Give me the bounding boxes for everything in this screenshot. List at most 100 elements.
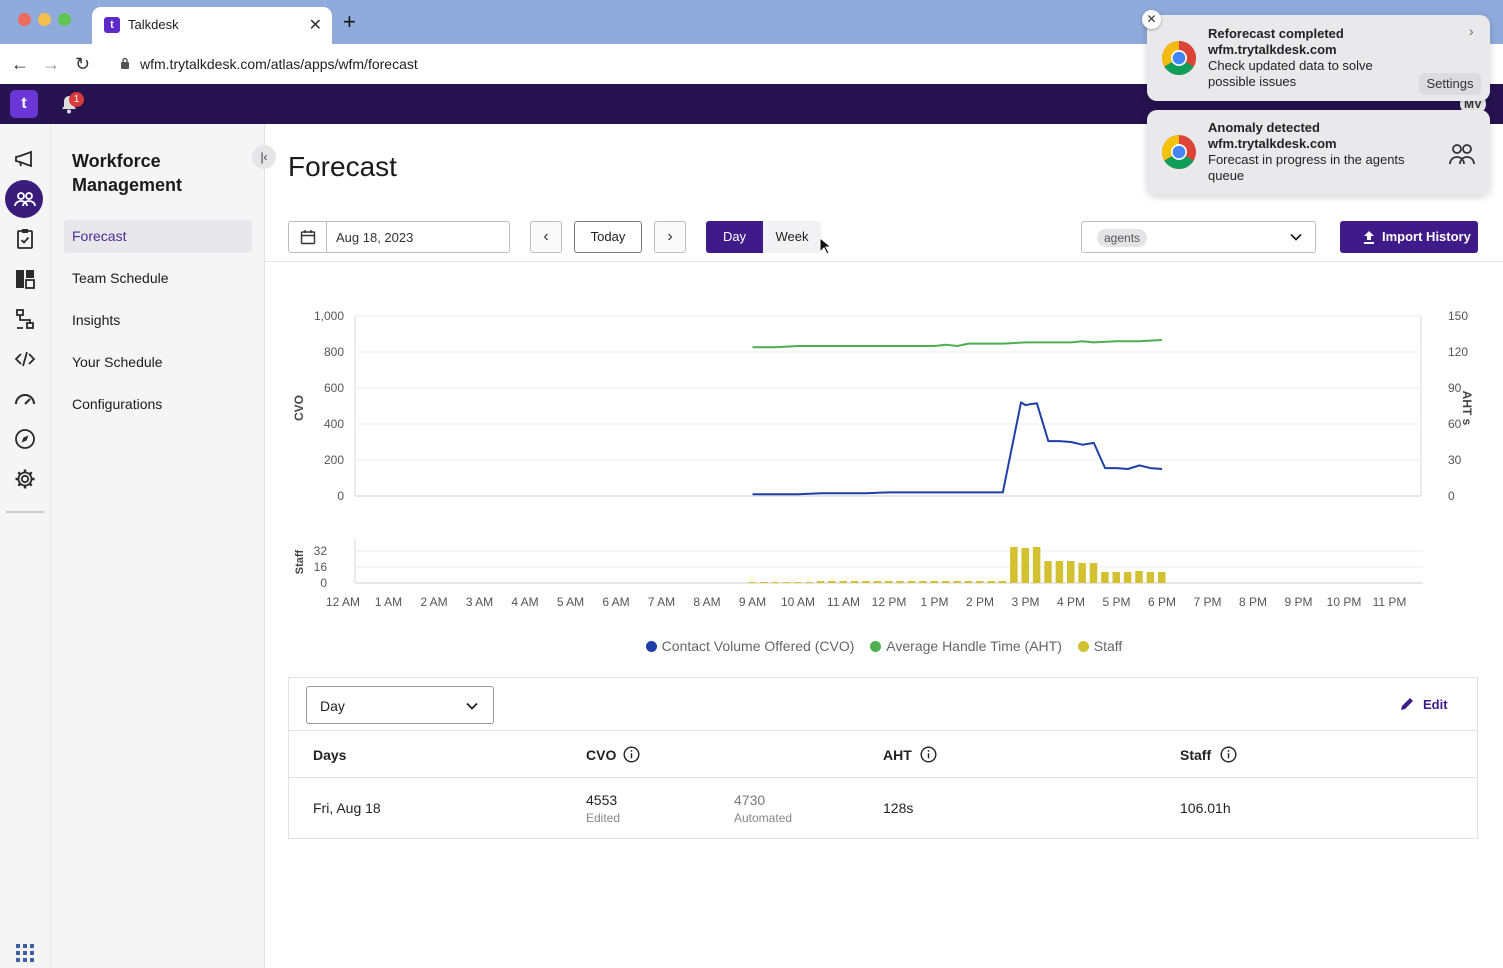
row-cvo-automated: 4730 [734, 792, 766, 808]
x-tick-label: 2 PM [966, 595, 994, 609]
row-cvo-automated-label: Automated [734, 811, 793, 825]
new-tab-icon[interactable]: + [343, 9, 356, 34]
notification-anomaly[interactable]: Anomaly detected wfm.trytalkdesk.com For… [1147, 110, 1490, 195]
megaphone-icon[interactable] [13, 147, 37, 171]
notification-settings-button[interactable]: Settings [1419, 73, 1481, 95]
staff-bar [941, 581, 950, 583]
sidebar-item-configurations[interactable]: Configurations [72, 396, 163, 412]
staff-tick-label: 32 [314, 544, 328, 558]
staff-bar [1055, 561, 1064, 583]
date-picker[interactable]: Aug 18, 2023 [288, 221, 510, 253]
controls-divider [265, 261, 1503, 262]
sidebar-item-team-schedule[interactable]: Team Schedule [72, 270, 169, 286]
staff-bar [873, 581, 882, 583]
queue-chip: agents [1097, 229, 1148, 247]
legend-item-staff[interactable]: Staff [1077, 638, 1122, 654]
x-tick-label: 9 AM [739, 595, 766, 609]
view-week-button[interactable]: Week [763, 221, 821, 253]
speedometer-icon[interactable] [13, 387, 37, 411]
x-tick-label: 5 AM [557, 595, 584, 609]
column-header-aht: AHT [883, 747, 912, 763]
chevron-down-icon [466, 702, 478, 710]
staff-bar [964, 581, 973, 583]
cvo-line [752, 401, 1163, 496]
rail-active-indicator [5, 180, 43, 218]
staff-bar [1135, 571, 1143, 583]
column-header-cvo: CVO [586, 747, 617, 763]
notification-close-icon[interactable]: ✕ [1142, 10, 1161, 29]
notification-title: Reforecast completed [1208, 26, 1344, 41]
clipboard-icon[interactable] [13, 227, 37, 251]
notification-reforecast[interactable]: Reforecast completed wfm.trytalkdesk.com… [1147, 15, 1490, 101]
app-icon-rail [0, 124, 51, 968]
info-icon[interactable] [623, 746, 640, 763]
tab-close-icon[interactable]: ✕ [308, 17, 322, 34]
staff-bar [1158, 572, 1166, 583]
browser-tab[interactable]: t Talkdesk ✕ [92, 7, 332, 44]
x-tick-label: 2 AM [420, 595, 447, 609]
x-tick-label: 7 PM [1193, 595, 1221, 609]
legend-item-cvo[interactable]: Contact Volume Offered (CVO) [645, 638, 854, 654]
window-minimize-button[interactable] [38, 13, 51, 26]
chrome-icon [1162, 135, 1196, 169]
period-value: Day [320, 698, 345, 714]
legend-dot-aht [870, 641, 882, 652]
compass-icon[interactable] [13, 427, 37, 451]
collapse-sidebar-icon[interactable]: |‹ [252, 145, 276, 169]
date-value: Aug 18, 2023 [336, 230, 414, 245]
staff-tick-label: 16 [314, 560, 328, 574]
reload-icon[interactable]: ↻ [75, 54, 91, 74]
x-tick-label: 3 PM [1011, 595, 1039, 609]
url-text: wfm.trytalkdesk.com/atlas/apps/wfm/forec… [140, 56, 418, 72]
aht-tick-label: 0 [1448, 489, 1455, 503]
previous-day-button[interactable]: ‹ [530, 221, 562, 253]
staff-bar [839, 581, 847, 583]
apps-grid-icon[interactable] [16, 944, 34, 962]
sidebar-item-your-schedule[interactable]: Your Schedule [72, 354, 163, 370]
import-history-label: Import History [1382, 229, 1471, 244]
import-history-button[interactable]: Import History [1340, 221, 1478, 253]
code-icon[interactable] [13, 347, 37, 371]
period-select[interactable]: Day [306, 686, 494, 724]
next-day-button[interactable]: › [654, 221, 686, 253]
gear-icon[interactable] [13, 467, 37, 491]
row-cvo-edited: 4553 [586, 792, 618, 808]
sidebar-item-insights[interactable]: Insights [72, 312, 121, 328]
agents-icon[interactable] [13, 187, 37, 211]
staff-bar [998, 581, 1007, 583]
cvo-tick-label: 400 [324, 417, 344, 431]
window-zoom-button[interactable] [58, 13, 71, 26]
queue-select[interactable]: agents [1081, 221, 1316, 253]
table-toolbar: Day Edit [289, 678, 1477, 731]
cvo-tick-label: 600 [324, 381, 344, 395]
back-icon[interactable]: ← [11, 54, 29, 74]
staff-bar [805, 582, 813, 583]
x-tick-label: 8 AM [693, 595, 720, 609]
notification-badge: 1 [69, 92, 84, 107]
chevron-down-icon [1290, 233, 1302, 241]
sidebar-item-forecast[interactable]: Forecast [64, 220, 252, 253]
upload-icon [1364, 231, 1374, 244]
info-icon[interactable] [1220, 746, 1237, 763]
view-day-button[interactable]: Day [706, 221, 763, 253]
dashboard-icon[interactable] [13, 267, 37, 291]
legend-item-aht[interactable]: Average Handle Time (AHT) [870, 638, 1062, 654]
chrome-icon [1162, 41, 1196, 75]
address-bar[interactable]: wfm.trytalkdesk.com/atlas/apps/wfm/forec… [108, 49, 1208, 79]
forward-icon[interactable]: → [42, 54, 60, 74]
calendar-button[interactable] [289, 222, 327, 252]
today-button[interactable]: Today [574, 221, 642, 253]
x-tick-label: 4 AM [511, 595, 538, 609]
info-icon[interactable] [920, 746, 937, 763]
flow-icon[interactable] [13, 307, 37, 331]
notification-body: Check updated data to solve possible iss… [1208, 58, 1373, 89]
staff-bar [748, 582, 756, 583]
staff-axis-label: Staff [294, 549, 306, 574]
legend-label-aht: Average Handle Time (AHT) [886, 638, 1062, 654]
row-staff: 106.01h [1180, 800, 1231, 816]
staff-bar [828, 581, 836, 583]
talkdesk-logo[interactable]: t [10, 90, 38, 118]
chevron-right-icon[interactable]: › [1469, 23, 1474, 39]
x-tick-label: 9 PM [1284, 595, 1312, 609]
window-close-button[interactable] [18, 13, 31, 26]
